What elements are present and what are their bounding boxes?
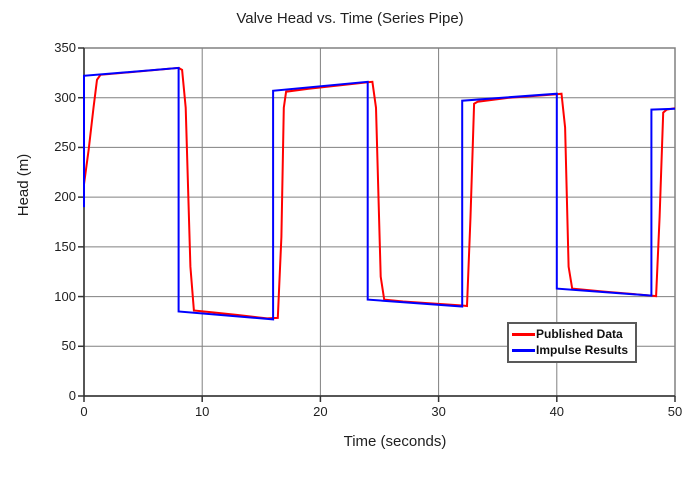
y-tick-label: 200 [54,189,76,205]
y-tick-label: 250 [54,139,76,155]
legend-label-published-data: Published Data [536,327,623,341]
legend-label-impulse-results: Impulse Results [536,343,629,357]
published-data-line-swatch [512,332,535,336]
y-tick-label: 50 [61,338,76,354]
y-tick-label: 0 [68,388,76,403]
legend-item-published-data: Published Data [512,326,628,342]
legend-item-impulse-results: Impulse Results [512,342,628,358]
y-tick-label: 350 [54,40,76,55]
legend: Published Data Impulse Results [507,322,638,363]
x-axis-label: Time (seconds) [343,433,447,450]
chart-title: Valve Head vs. Time (Series Pipe) [236,10,464,27]
series-line-impulse-results [83,66,676,321]
x-tick-label: 50 [667,404,683,419]
impulse-results-line-swatch [512,348,535,352]
y-tick-label: 100 [54,288,76,304]
x-tick-label: 10 [194,404,210,419]
x-tick-label: 20 [313,404,328,419]
x-tick-label: 40 [549,404,565,419]
x-tick-label: 0 [80,404,88,419]
x-tick-label: 30 [431,404,446,419]
y-tick-label: 150 [54,238,76,254]
series-line-published-data [83,66,676,320]
y-tick-label: 300 [54,89,76,105]
